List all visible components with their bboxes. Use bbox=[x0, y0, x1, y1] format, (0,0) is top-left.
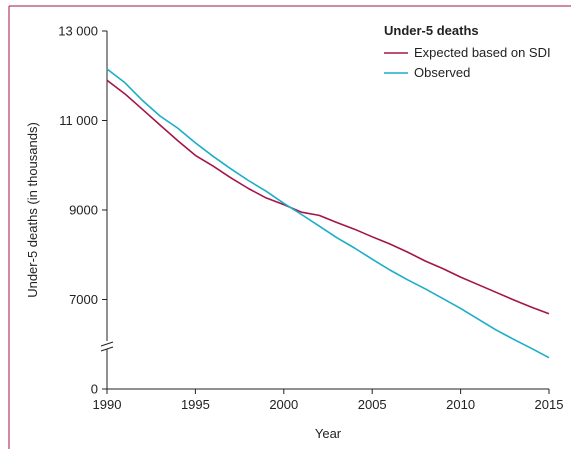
legend-label-expected: Expected based on SDI bbox=[414, 45, 551, 60]
y-axis-title: Under-5 deaths (in thousands) bbox=[25, 122, 40, 298]
x-tick-label: 1995 bbox=[181, 397, 210, 412]
y-tick-label: 0 bbox=[91, 382, 98, 397]
x-axis-title: Year bbox=[315, 426, 342, 441]
y-tick-label: 11 000 bbox=[59, 113, 98, 128]
y-tick-label: 7000 bbox=[69, 292, 98, 307]
series-lines bbox=[106, 68, 550, 359]
y-tick-label: 9000 bbox=[69, 203, 98, 218]
x-axis-ticks: 1990 1995 2000 2005 2010 2015 bbox=[93, 389, 564, 412]
x-tick-label: 2000 bbox=[269, 397, 298, 412]
y-axis-ticks: 13 000 11 000 9000 7000 0 bbox=[58, 24, 107, 397]
axis-break-marks bbox=[100, 341, 114, 352]
x-tick-label: 2015 bbox=[535, 397, 564, 412]
legend-label-observed: Observed bbox=[414, 65, 470, 80]
legend-title: Under-5 deaths bbox=[384, 23, 479, 38]
x-tick-label: 2010 bbox=[446, 397, 475, 412]
series-line-observed bbox=[106, 68, 550, 359]
series-line-expected bbox=[106, 79, 550, 315]
legend: Under-5 deaths Expected based on SDI Obs… bbox=[384, 23, 551, 80]
x-tick-label: 1990 bbox=[93, 397, 122, 412]
x-tick-label: 2005 bbox=[358, 397, 387, 412]
y-tick-label: 13 000 bbox=[58, 24, 98, 39]
